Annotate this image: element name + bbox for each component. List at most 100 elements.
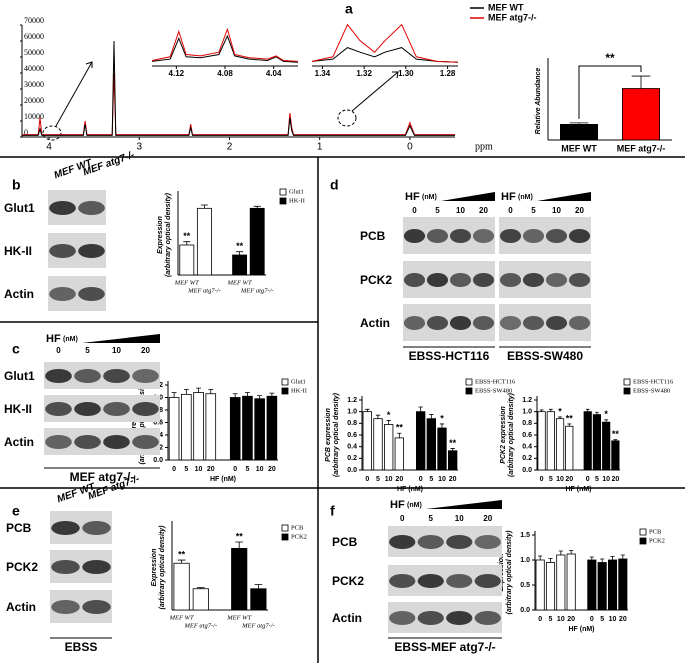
- arrow-head: [85, 61, 93, 68]
- y-tick-label: 10000: [24, 112, 44, 121]
- y-axis-label: (arbitrary optical density): [333, 392, 340, 477]
- y-tick-label: 0.0: [520, 607, 530, 614]
- legend-swatch: [639, 528, 647, 536]
- lane-label: 5: [429, 514, 434, 523]
- x-tick-label: 3: [136, 142, 142, 153]
- significance: **: [612, 429, 620, 439]
- x-tick-label: MEF atg7-/-: [183, 622, 217, 629]
- blot-band: [446, 535, 473, 549]
- bar: [560, 124, 599, 141]
- error-bar: [386, 420, 391, 425]
- blot-band: [568, 316, 591, 330]
- error-bar: [254, 584, 263, 589]
- row-label: PCK2: [360, 273, 392, 287]
- significance: **: [236, 531, 244, 541]
- y-tick-label: 50000: [24, 48, 44, 57]
- blot-band: [51, 600, 80, 614]
- blot-caption: EBSS-SW480: [507, 349, 583, 363]
- bar: [622, 88, 661, 141]
- treatment-label: HF: [390, 499, 405, 511]
- x-tick-label: 5: [549, 616, 553, 623]
- y-tick-label: 0.0: [153, 457, 163, 464]
- y-tick-label: 0.8: [522, 420, 532, 427]
- error-bar: [183, 241, 191, 245]
- blot-band: [545, 316, 568, 330]
- y-tick-label: 20000: [24, 96, 44, 105]
- error-bar: [196, 587, 205, 589]
- error-bar: [253, 205, 261, 209]
- blot-band: [499, 229, 522, 243]
- lane-label: 5: [85, 346, 90, 355]
- blot-band: [74, 435, 101, 449]
- legend-swatch: [279, 197, 287, 205]
- y-axis-label: (arbitrary optical density): [506, 530, 513, 615]
- y-axis-label: (arbitrary optical density): [159, 525, 166, 610]
- treatment-unit: (nM): [422, 194, 437, 201]
- blot-caption: EBSS-MEF atg7-/-: [394, 640, 495, 654]
- bar: [266, 395, 278, 461]
- blot-band: [449, 273, 472, 287]
- error-bar: [375, 414, 381, 419]
- y-axis-label: Relative Abundance: [535, 68, 542, 135]
- blot-band: [74, 369, 101, 383]
- blot-band: [545, 273, 568, 287]
- legend-label: MEF atg7-/-: [488, 12, 537, 22]
- blot-band: [568, 273, 591, 287]
- blot-band: [132, 402, 159, 416]
- treatment-unit: (nM): [518, 194, 533, 201]
- blot-band: [417, 611, 444, 625]
- blot-band: [474, 611, 501, 625]
- bar: [394, 437, 405, 471]
- blot-band: [132, 369, 159, 383]
- bar: [242, 395, 253, 461]
- legend-label: Glut1: [289, 188, 304, 195]
- row-label: PCB: [332, 535, 358, 549]
- panel-label: b: [12, 177, 21, 193]
- bar: [607, 559, 618, 611]
- blot-band: [103, 402, 130, 416]
- y-axis-label: PCB expression: [325, 408, 332, 462]
- x-tick-label: MEF atg7-/-: [617, 143, 666, 153]
- blot-band: [51, 560, 80, 574]
- x-tick-label: 5: [600, 616, 604, 623]
- blot-band: [446, 574, 473, 588]
- lane-label: 10: [456, 206, 465, 215]
- blot-band: [417, 574, 444, 588]
- y-tick-label: 0.0: [347, 467, 357, 474]
- x-tick-label: 2: [227, 142, 233, 153]
- bar: [415, 411, 426, 471]
- error-bar: [208, 388, 214, 394]
- blot-band: [426, 273, 449, 287]
- error-bar: [620, 554, 625, 559]
- x-tick-label: 0: [590, 616, 594, 623]
- blot-band: [446, 611, 473, 625]
- lane-label: 0: [412, 206, 417, 215]
- error-bar: [589, 556, 594, 560]
- error-bar: [600, 558, 605, 563]
- spectrum-line: [22, 72, 455, 136]
- x-tick-label: 4.12: [169, 69, 185, 78]
- error-bar: [538, 555, 543, 560]
- significance: **: [449, 438, 457, 448]
- legend-swatch: [465, 378, 473, 386]
- blot-band: [74, 402, 101, 416]
- bar: [583, 411, 592, 471]
- y-tick-label: 0.5: [520, 582, 530, 589]
- error-bar: [365, 408, 370, 412]
- bar: [254, 398, 265, 461]
- bar: [173, 562, 190, 611]
- bar: [555, 418, 565, 471]
- row-label: Glut1: [4, 369, 35, 383]
- blot-band: [449, 229, 472, 243]
- x-tick-label: 4: [46, 142, 52, 153]
- row-label: Actin: [4, 435, 34, 449]
- x-tick-label: 4.08: [217, 69, 233, 78]
- legend-swatch: [279, 188, 287, 196]
- bar: [362, 411, 373, 471]
- y-axis-label: Expression: [131, 404, 138, 442]
- x-axis-label: HF (nM): [568, 626, 594, 633]
- row-label: PCK2: [332, 574, 364, 588]
- spectrum-line: [151, 27, 299, 62]
- bar: [565, 425, 574, 471]
- x-tick-label: MEF WT: [174, 279, 199, 286]
